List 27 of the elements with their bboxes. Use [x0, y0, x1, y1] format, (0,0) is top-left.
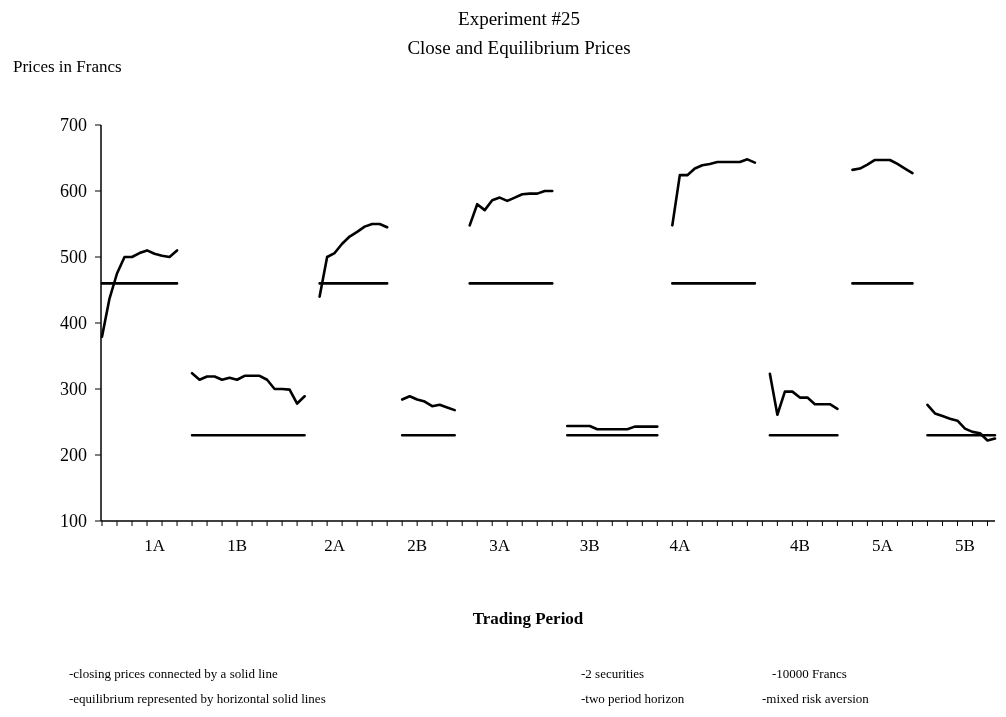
x-tick-label: 2A: [324, 536, 346, 555]
x-tick-label: 1A: [144, 536, 166, 555]
text: -10000 Francs: [772, 666, 847, 681]
y-tick-label: 600: [60, 181, 87, 202]
y-tick-label: 200: [60, 445, 87, 466]
x-tick-label: 4B: [789, 536, 810, 555]
x-tick-label: 3B: [579, 536, 600, 555]
x-tick-label: 5B: [955, 536, 975, 555]
x-tick-label: 4A: [669, 536, 691, 555]
chart-subtitle: Close and Equilibrium Prices: [407, 37, 631, 58]
chart-title: Experiment #25: [458, 8, 580, 29]
y-axis-title: Prices in Francs: [13, 57, 122, 76]
y-tick-label: 700: [60, 115, 87, 136]
text: -mixed risk aversion: [762, 691, 870, 706]
text: -2 securities: [581, 666, 645, 681]
y-tick-label: 300: [60, 379, 87, 400]
y-tick-label: 400: [60, 313, 87, 334]
y-tick-label: 500: [60, 247, 87, 268]
x-axis-title: Trading Period: [472, 609, 584, 628]
text: -closing prices connected by a solid line: [69, 666, 278, 681]
y-tick-label: 100: [60, 511, 87, 532]
x-tick-label: 1B: [227, 536, 247, 555]
x-tick-label: 3A: [489, 536, 511, 555]
text: -equilibrium represented by horizontal solid lines: [69, 691, 326, 706]
x-tick-label: 5A: [872, 536, 894, 555]
text: -two period horizon: [581, 691, 685, 706]
x-tick-label: 2B: [407, 536, 428, 555]
